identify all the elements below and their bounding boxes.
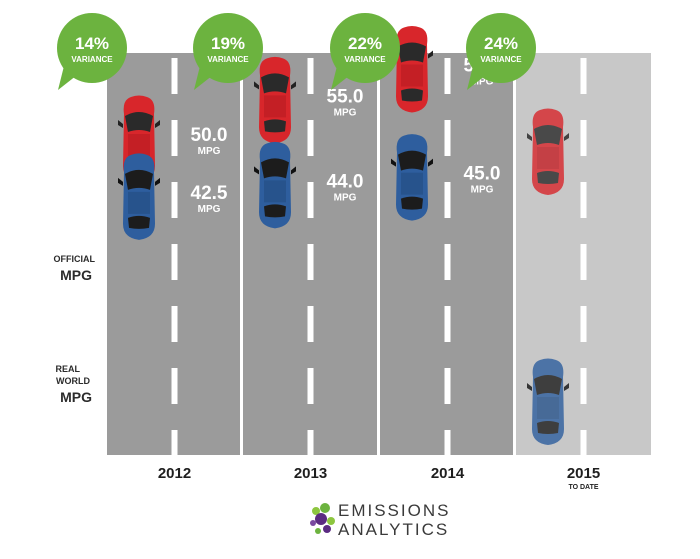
lane-dash — [444, 430, 451, 466]
lane-dash — [580, 244, 587, 280]
lane-dash — [580, 182, 587, 218]
logo-line1: EMISSIONS — [338, 501, 450, 520]
variance-percent-2015: 24% — [484, 34, 518, 53]
variance-percent-2014: 22% — [348, 34, 382, 53]
lane-dash — [307, 306, 314, 342]
bubble-circle — [57, 13, 127, 83]
lane-dash — [444, 244, 451, 280]
lane-separator — [240, 53, 243, 455]
lane-dash — [171, 244, 178, 280]
lane-dash — [171, 182, 178, 218]
variance-bubble-2014: 22% VARIANCE — [330, 13, 400, 90]
lane-dash — [307, 368, 314, 404]
lane-dash — [580, 120, 587, 156]
real-world-car-2014 — [391, 134, 433, 221]
year-label-2015: 2015 — [567, 465, 600, 482]
variance-label-2013: VARIANCE — [207, 55, 249, 64]
official-car-2015 — [527, 108, 569, 195]
variance-label-2012: VARIANCE — [71, 55, 113, 64]
lane-dash — [307, 244, 314, 280]
official-mpg-value-2012: 50.0 — [191, 125, 228, 146]
real-mpg-value-2014: 45.0 — [464, 164, 501, 185]
official-mpg-unit-2014: MPG — [471, 77, 494, 88]
variance-percent-2012: 14% — [75, 34, 109, 53]
real-world-car-2015 — [527, 358, 569, 445]
lane-dash — [580, 368, 587, 404]
lane-dash — [171, 120, 178, 156]
lane-dash — [171, 306, 178, 342]
lane-2013 — [240, 53, 378, 466]
real-mpg-value-2013: 44.0 — [327, 171, 364, 192]
lane-dash — [444, 306, 451, 342]
real-mpg-value-2012: 42.5 — [191, 183, 228, 204]
year-label-2013: 2013 — [294, 465, 327, 482]
legend-real-world: REAL WORLD MPG — [56, 364, 93, 405]
variance-percent-2013: 19% — [211, 34, 245, 53]
legend-real-line1: REAL — [56, 364, 81, 374]
variance-bubble-2015: 24% VARIANCE — [466, 13, 536, 90]
lane-separator — [513, 53, 516, 455]
lane-dash — [444, 58, 451, 94]
lane-dash — [444, 120, 451, 156]
lane-dash — [307, 182, 314, 218]
bubble-circle — [466, 13, 536, 83]
lane-separator — [377, 53, 380, 455]
lane-dash — [444, 368, 451, 404]
official-mpg-value-2013: 55.0 — [327, 86, 364, 107]
variance-label-2014: VARIANCE — [344, 55, 386, 64]
real-world-car-2012 — [118, 153, 160, 240]
variance-bubble-2012: 14% VARIANCE — [57, 13, 127, 90]
lane-dash — [580, 430, 587, 466]
official-mpg-unit-2012: MPG — [198, 146, 221, 157]
real-mpg-unit-2012: MPG — [198, 204, 221, 215]
official-mpg-unit-2013: MPG — [334, 107, 357, 118]
legend-official-line1: OFFICIAL — [54, 254, 96, 264]
legend-official: OFFICIAL MPG — [54, 254, 96, 283]
year-label-2012: 2012 — [158, 465, 191, 482]
lane-2014 — [377, 53, 515, 466]
lane-dash — [171, 368, 178, 404]
emissions-analytics-logo: EMISSIONS ANALYTICS — [310, 501, 450, 539]
real-world-car-2013 — [254, 141, 296, 229]
lane-dash — [307, 120, 314, 156]
variance-bubble-2013: 19% VARIANCE — [193, 13, 263, 90]
bubble-circle — [330, 13, 400, 83]
lane-dash — [171, 430, 178, 466]
legend-real-line2: WORLD — [56, 376, 90, 386]
lane-dash — [307, 58, 314, 94]
lane-dash — [307, 430, 314, 466]
legend-official-line2: MPG — [60, 267, 92, 283]
logo-dots-icon — [310, 503, 335, 534]
chart-layer: 50.0MPG42.5MPG14%VARIANCE201255.0MPG44.0… — [57, 13, 651, 491]
lane-dash — [580, 306, 587, 342]
year-sublabel-2015: TO DATE — [568, 484, 598, 491]
legend-real-line3: MPG — [60, 389, 92, 405]
official-car-2013 — [254, 56, 296, 144]
year-label-2014: 2014 — [431, 465, 465, 482]
lane-dash — [171, 58, 178, 94]
lane-dash — [580, 58, 587, 94]
variance-label-2015: VARIANCE — [480, 55, 522, 64]
logo-line2: ANALYTICS — [338, 520, 449, 539]
real-mpg-unit-2014: MPG — [471, 185, 494, 196]
lane-dash — [444, 182, 451, 218]
bubble-circle — [193, 13, 263, 83]
real-mpg-unit-2013: MPG — [334, 192, 357, 203]
